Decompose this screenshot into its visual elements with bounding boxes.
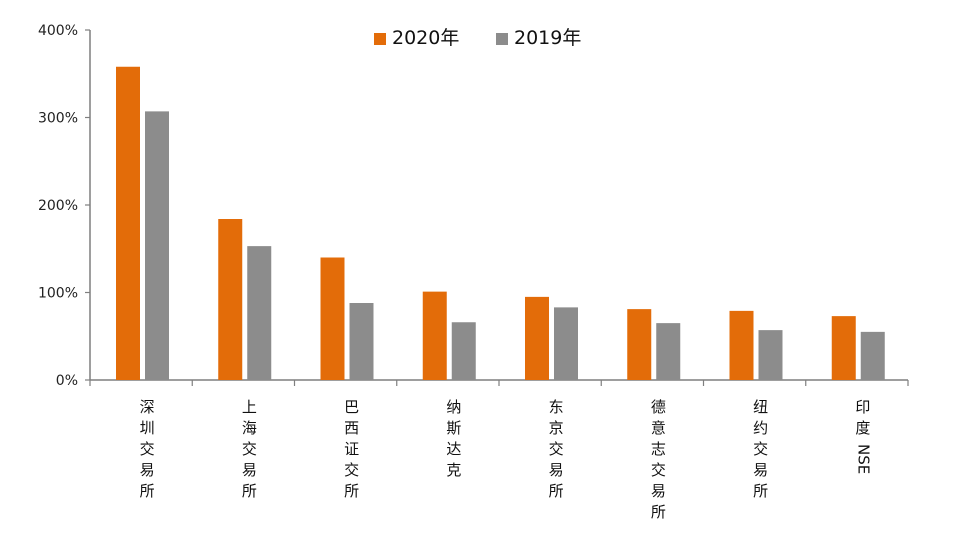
- svg-text:斯: 斯: [446, 419, 461, 437]
- x-tick-label: 印度 NSE: [854, 398, 872, 474]
- svg-text:达: 达: [446, 440, 461, 458]
- svg-text:圳: 圳: [140, 419, 155, 437]
- bar-series-1: [525, 296, 549, 380]
- bar-series-1: [422, 291, 447, 380]
- y-tick-label: 100%: [38, 286, 78, 302]
- svg-text:交: 交: [140, 440, 155, 458]
- svg-text:意: 意: [651, 419, 666, 437]
- svg-text:印: 印: [855, 398, 870, 416]
- svg-text:所: 所: [651, 503, 666, 521]
- svg-text:约: 约: [753, 419, 768, 437]
- svg-text:易: 易: [242, 461, 257, 479]
- svg-text:交: 交: [753, 440, 768, 458]
- bar-series-2: [145, 111, 169, 380]
- svg-text:海: 海: [242, 419, 257, 437]
- svg-text:西: 西: [344, 419, 359, 437]
- y-tick-label: 300%: [38, 111, 78, 127]
- svg-text:京: 京: [549, 419, 564, 437]
- bar-series-2: [451, 322, 476, 380]
- svg-text:东: 东: [549, 398, 564, 416]
- svg-text:交: 交: [549, 440, 564, 458]
- bar-series-1: [831, 316, 856, 380]
- bar-series-1: [627, 309, 652, 380]
- svg-text:巴: 巴: [344, 398, 359, 416]
- bar-series-2: [656, 323, 681, 380]
- legend-label: 2019年: [514, 27, 581, 49]
- svg-text:交: 交: [242, 440, 257, 458]
- chart-legend: 2020年 2019年: [374, 27, 581, 49]
- svg-text:纽: 纽: [753, 398, 768, 416]
- y-tick-label: 200%: [38, 198, 78, 214]
- svg-text:所: 所: [242, 482, 257, 500]
- y-tick-label: 400%: [38, 23, 78, 39]
- svg-text:证: 证: [344, 440, 359, 458]
- svg-text:纳: 纳: [446, 398, 461, 416]
- svg-text:所: 所: [549, 482, 564, 500]
- bar-series-1: [729, 310, 754, 380]
- svg-text:志: 志: [651, 440, 666, 458]
- bar-series-2: [349, 303, 374, 380]
- svg-text:NSE: NSE: [854, 444, 872, 474]
- bar-series-1: [116, 66, 140, 380]
- svg-text:克: 克: [446, 461, 461, 479]
- svg-text:德: 德: [651, 398, 666, 416]
- svg-text:易: 易: [651, 482, 666, 500]
- chart-bars: [116, 66, 885, 380]
- bar-series-2: [247, 246, 272, 380]
- y-tick-label: 0%: [56, 373, 78, 389]
- svg-text:交: 交: [651, 461, 666, 479]
- legend-swatch: [374, 33, 386, 45]
- legend-swatch: [496, 33, 508, 45]
- svg-text:度: 度: [855, 419, 870, 437]
- svg-text:深: 深: [140, 398, 155, 416]
- svg-text:易: 易: [753, 461, 768, 479]
- svg-text:所: 所: [753, 482, 768, 500]
- bar-series-2: [758, 330, 783, 380]
- svg-text:交: 交: [344, 461, 359, 479]
- bar-series-2: [554, 307, 578, 380]
- legend-label: 2020年: [392, 27, 459, 49]
- svg-text:易: 易: [549, 461, 564, 479]
- svg-text:上: 上: [242, 398, 257, 416]
- svg-text:所: 所: [140, 482, 155, 500]
- svg-text:所: 所: [344, 482, 359, 500]
- svg-text:易: 易: [140, 461, 155, 479]
- bar-series-2: [860, 331, 885, 380]
- bar-series-1: [320, 257, 345, 380]
- bar-series-1: [218, 219, 243, 380]
